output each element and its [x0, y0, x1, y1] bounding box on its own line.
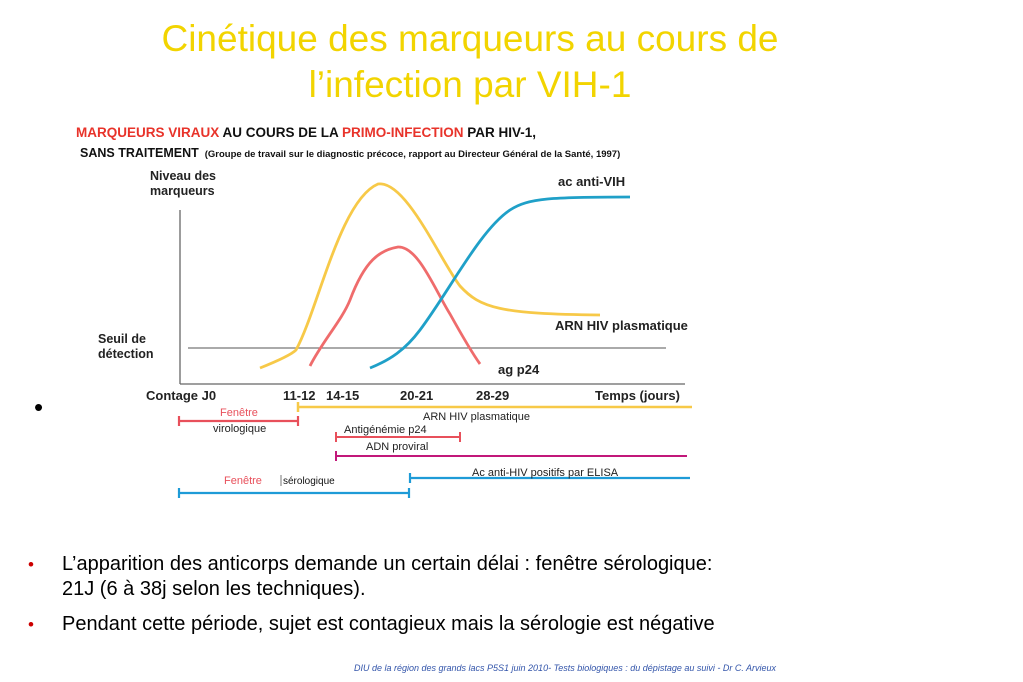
slide-title: Cinétique des marqueurs au cours de l’in… — [60, 16, 880, 108]
p24-window: Antigénémie p24 — [335, 424, 461, 442]
serological-window-label1: Fenêtre — [224, 475, 262, 487]
bullet-text-line: Pendant cette période, sujet est contagi… — [62, 613, 715, 635]
virological-window-label1: Fenêtre — [220, 407, 258, 419]
y-axis-label: Niveau des marqueurs — [150, 169, 220, 198]
p24-curve-label: ag p24 — [498, 362, 540, 377]
elisa-window: Ac anti-HIV positifs par ELISA — [408, 467, 690, 483]
serological-window-label2: sérologique — [283, 476, 335, 487]
bullet-item: • Pendant cette période, sujet est conta… — [28, 612, 988, 637]
adn-window: ADN proviral — [335, 441, 687, 461]
p24-window-label: Antigénémie p24 — [344, 424, 427, 436]
rna-window-label: ARN HIV plasmatique — [423, 411, 530, 423]
x-tick-label: 11-12 — [283, 388, 316, 403]
slide-title-line1: Cinétique des marqueurs au cours de — [161, 18, 779, 59]
marker-kinetics-figure: MARQUEURS VIRAUX AU COURS DE LA PRIMO-IN… — [76, 125, 692, 498]
detection-threshold-label: Seuil de détection — [98, 332, 154, 361]
virological-window-label2: virologique — [213, 423, 266, 435]
rna-curve-label: ARN HIV plasmatique — [555, 318, 688, 333]
empty-bullet: • — [34, 392, 44, 422]
virological-window: Fenêtre virologique — [177, 407, 300, 435]
p24-curve — [308, 245, 482, 367]
serological-window: Fenêtre sérologique — [177, 475, 411, 498]
x-axis-label: Temps (jours) — [595, 388, 680, 403]
x-tick-label: 14-15 — [326, 388, 359, 403]
bullet-text-line: 21J (6 à 38j selon les techniques). — [62, 578, 366, 600]
bullet-list: • L’apparition des anticorps demande un … — [28, 552, 988, 647]
slide-title-line2: l’infection par VIH-1 — [308, 64, 632, 105]
figure-header-line2: SANS TRAITEMENT (Groupe de travail sur le… — [80, 146, 620, 160]
antibody-curve-label: ac anti-VIH — [558, 174, 625, 189]
bullet-text-line: L’apparition des anticorps demande un ce… — [62, 553, 713, 575]
antibody-curve — [369, 195, 631, 370]
slide-footer: DIU de la région des grands lacs P5S1 ju… — [353, 663, 777, 673]
x-tick-label: 20-21 — [400, 388, 433, 403]
x-tick-label: 28-29 — [476, 388, 509, 403]
bullet-item: • L’apparition des anticorps demande un … — [28, 552, 988, 602]
adn-window-label: ADN proviral — [366, 441, 428, 453]
x-origin-label: Contage J0 — [146, 388, 216, 403]
figure-header-line1: MARQUEURS VIRAUX AU COURS DE LA PRIMO-IN… — [76, 125, 536, 140]
rna-curve — [259, 182, 601, 370]
rna-window: ARN HIV plasmatique — [296, 402, 692, 423]
elisa-window-label: Ac anti-HIV positifs par ELISA — [472, 467, 619, 479]
bullet-marker: • — [28, 555, 34, 574]
bullet-marker: • — [28, 615, 34, 634]
